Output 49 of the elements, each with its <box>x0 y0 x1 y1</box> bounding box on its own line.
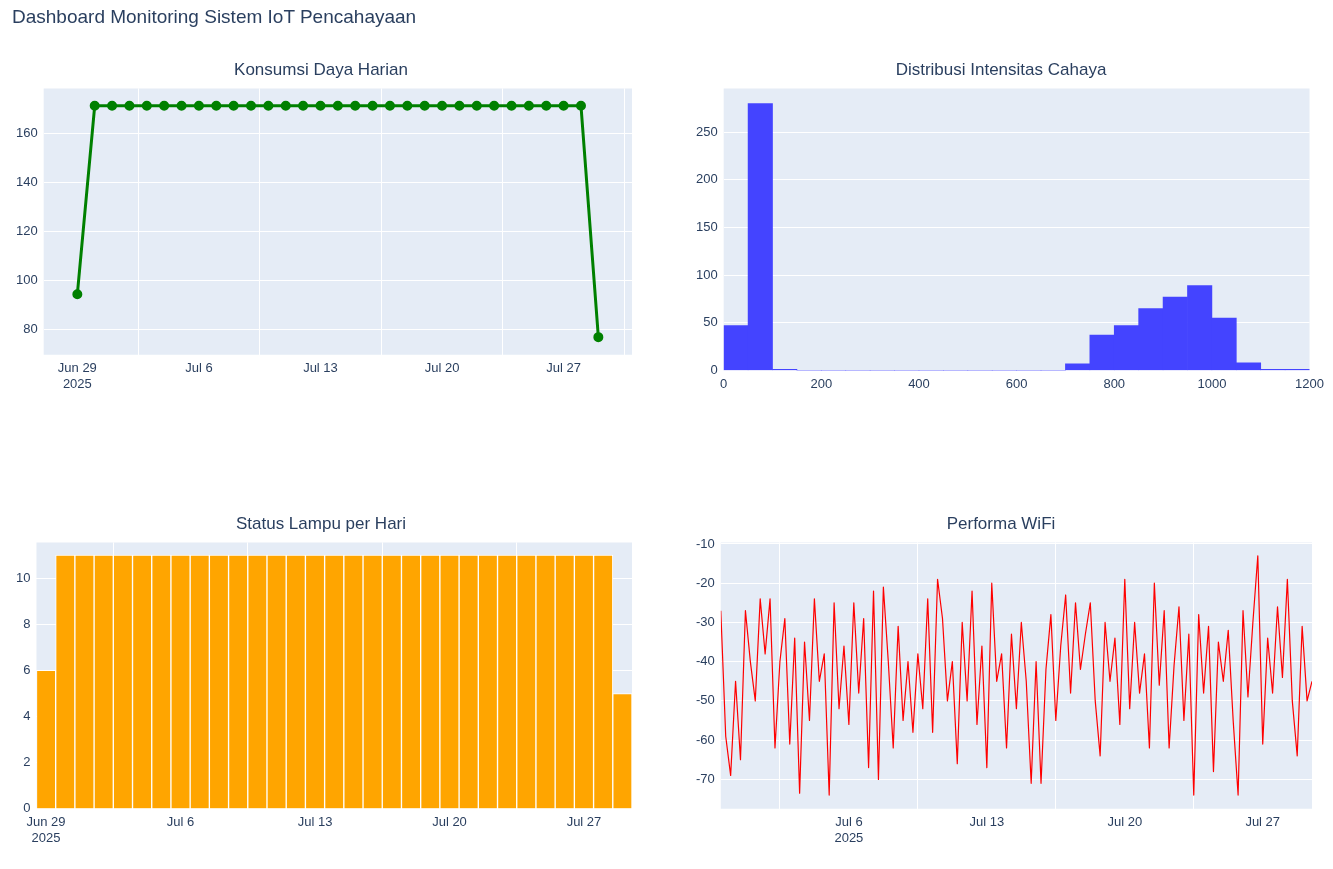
y-tick-label: 200 <box>695 171 718 187</box>
x-tick-label: Jul 20 <box>424 360 460 376</box>
x-tick-label: Jul 13 <box>969 814 1005 830</box>
x-tick-label: Jul 20 <box>1107 814 1143 830</box>
y-tick-label: 80 <box>23 321 38 337</box>
x-tick-label: 1000 <box>1197 375 1227 391</box>
x-tick-label: 600 <box>1005 375 1028 391</box>
x-tick-label: 200 <box>810 375 833 391</box>
text: Dashboard Monitoring Sistem IoT Pencahayaan <box>12 6 417 27</box>
y-tick-label: 8 <box>23 615 31 631</box>
x-tick-label: Jul 27 <box>1245 814 1281 830</box>
y-tick-label: 160 <box>15 125 38 141</box>
y-tick-label: 6 <box>23 661 31 677</box>
y-tick-label: 2 <box>23 754 31 770</box>
y-tick-label: -60 <box>695 731 715 747</box>
chart-title: Distribusi Intensitas Cahaya <box>895 59 1107 79</box>
chart-title: Status Lampu per Hari <box>235 513 407 533</box>
y-tick-label: 150 <box>695 219 718 235</box>
y-tick-label: 0 <box>23 800 31 816</box>
x-tick-label: 800 <box>1103 375 1126 391</box>
y-tick-label: 50 <box>703 314 718 330</box>
x-tick-label: 1200 <box>1295 375 1324 391</box>
chart-title: Performa WiFi <box>946 513 1056 533</box>
x-tick-label: Jul 27 <box>566 814 602 830</box>
y-tick-label: 100 <box>15 272 38 288</box>
y-tick-label: -40 <box>695 653 715 669</box>
y-tick-label: 10 <box>15 569 31 585</box>
y-tick-label: 4 <box>23 708 31 724</box>
chart-title: Konsumsi Daya Harian <box>234 59 408 79</box>
y-tick-label: -30 <box>695 614 715 630</box>
x-tick-label: Jun 29 2025 <box>57 360 97 391</box>
x-tick-label: Jul 6 2025 <box>834 814 864 845</box>
x-tick-label: Jul 6 <box>185 360 213 376</box>
x-tick-label: Jul 13 <box>297 814 333 830</box>
x-tick-label: Jul 13 <box>303 360 338 376</box>
x-tick-label: 400 <box>908 375 930 391</box>
y-tick-label: -70 <box>695 770 715 786</box>
x-tick-label: 0 <box>720 375 728 391</box>
x-tick-label: Jul 6 <box>166 814 195 830</box>
y-tick-label: -10 <box>695 535 715 551</box>
y-tick-label: 250 <box>695 123 718 139</box>
x-tick-label: Jun 29 2025 <box>26 814 66 845</box>
y-tick-label: 120 <box>15 223 38 239</box>
x-tick-label: Jul 27 <box>546 360 581 376</box>
y-tick-label: 140 <box>15 174 38 190</box>
y-tick-label: -20 <box>695 574 715 590</box>
y-tick-label: -50 <box>695 692 715 708</box>
y-tick-label: 100 <box>695 266 718 282</box>
x-tick-label: Jul 20 <box>432 814 467 830</box>
